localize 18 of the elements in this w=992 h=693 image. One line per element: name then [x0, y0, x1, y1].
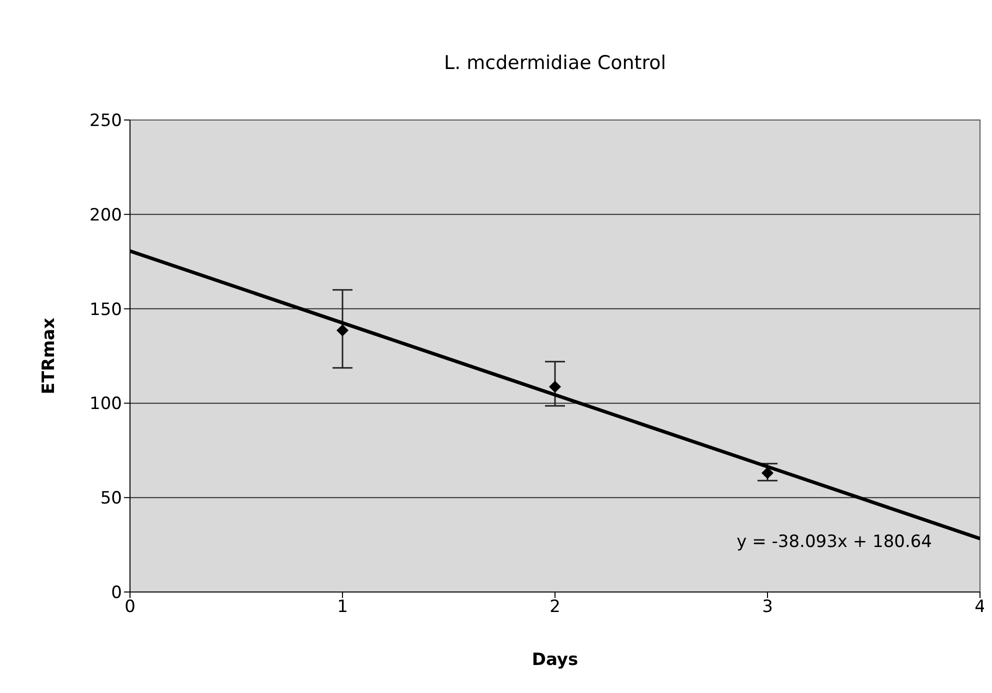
- chart-title: L. mcdermidiae Control: [442, 52, 668, 74]
- point: [762, 467, 774, 480]
- y-tick-label: 200: [90, 205, 122, 226]
- x-axis-title: Days: [532, 650, 578, 670]
- y-axis-title: ETRmax: [39, 318, 60, 394]
- x-tick-label: 3: [762, 597, 773, 618]
- x-tick-label: 2: [550, 597, 560, 618]
- y-tick-label: 100: [90, 394, 122, 414]
- y-tick-label: 150: [90, 300, 122, 320]
- y-tick-label: 0: [111, 583, 122, 604]
- x-tick-label: 0: [124, 597, 136, 618]
- x-tick-label: 4: [974, 597, 986, 618]
- point: [336, 324, 348, 336]
- x-tick-label: 1: [337, 597, 348, 618]
- point: [549, 380, 561, 393]
- y-tick-label: 50: [100, 488, 122, 509]
- y-tick-label: 250: [90, 111, 122, 132]
- annotation: y = -38.093x + 180.64: [736, 532, 932, 552]
